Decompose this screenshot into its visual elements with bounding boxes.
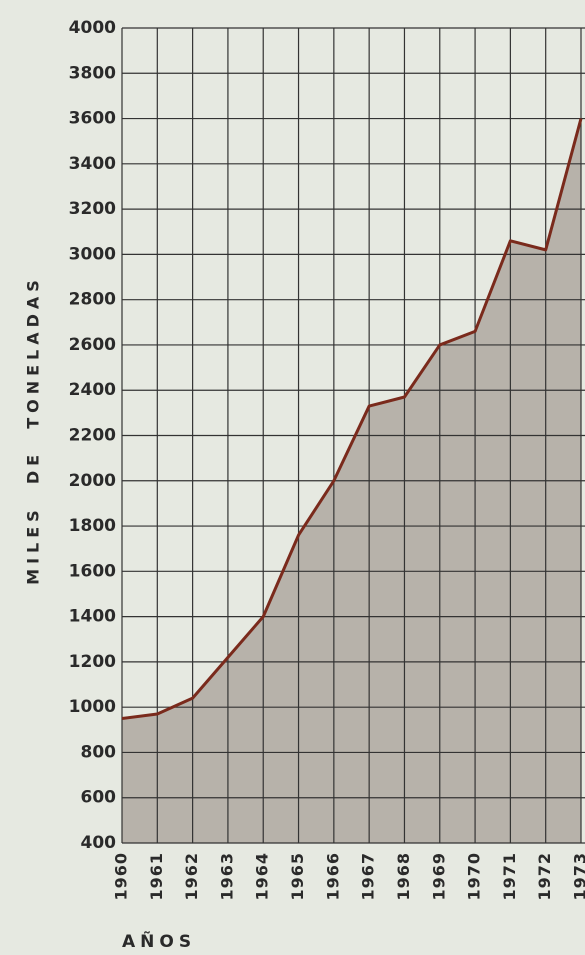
x-tick-label: 1971 <box>500 852 519 901</box>
y-tick-label: 1200 <box>69 652 116 672</box>
y-tick-label: 1400 <box>69 607 116 627</box>
y-tick-label: 3400 <box>69 154 116 174</box>
y-tick-label: 400 <box>81 833 117 853</box>
y-tick-label: 3000 <box>69 244 116 264</box>
x-tick-label: 1962 <box>182 852 201 901</box>
line <box>121 118 583 720</box>
y-axis-title: MILES DE TONELADAS <box>24 275 43 585</box>
y-tick-label: 3200 <box>69 199 116 219</box>
y-tick-label: 2200 <box>69 426 116 446</box>
y-tick-label: 2000 <box>69 471 116 491</box>
x-axis-title: AÑOS <box>122 929 196 952</box>
y-tick-label: 2600 <box>69 335 116 355</box>
x-tick-label: 1969 <box>429 852 448 901</box>
x-tick-label: 1967 <box>359 852 378 901</box>
x-tick-label: 1968 <box>394 852 413 901</box>
y-tick-label: 3800 <box>69 63 116 83</box>
x-tick-label: 1972 <box>535 852 554 901</box>
y-tick-label: 3600 <box>69 109 116 129</box>
y-tick-label: 1600 <box>69 561 116 581</box>
y-tick-label: 1000 <box>69 697 116 717</box>
x-tick-label: 1963 <box>217 852 236 901</box>
x-tick-label: 1973 <box>571 852 585 901</box>
x-tick-label: 1960 <box>112 852 131 901</box>
y-tick-label: 1800 <box>69 516 116 536</box>
y-tick-label: 800 <box>81 742 117 762</box>
y-tick-label: 4000 <box>69 18 116 38</box>
x-tick-label: 1964 <box>253 852 272 901</box>
x-tick-label: 1966 <box>323 852 342 901</box>
y-tick-label: 2800 <box>69 290 116 310</box>
y-tick-label: 600 <box>81 788 117 808</box>
x-tick-label: 1965 <box>288 852 307 901</box>
x-tick-label: 1970 <box>465 852 484 901</box>
x-tick-label: 1961 <box>147 852 166 901</box>
y-tick-label: 2400 <box>69 380 116 400</box>
